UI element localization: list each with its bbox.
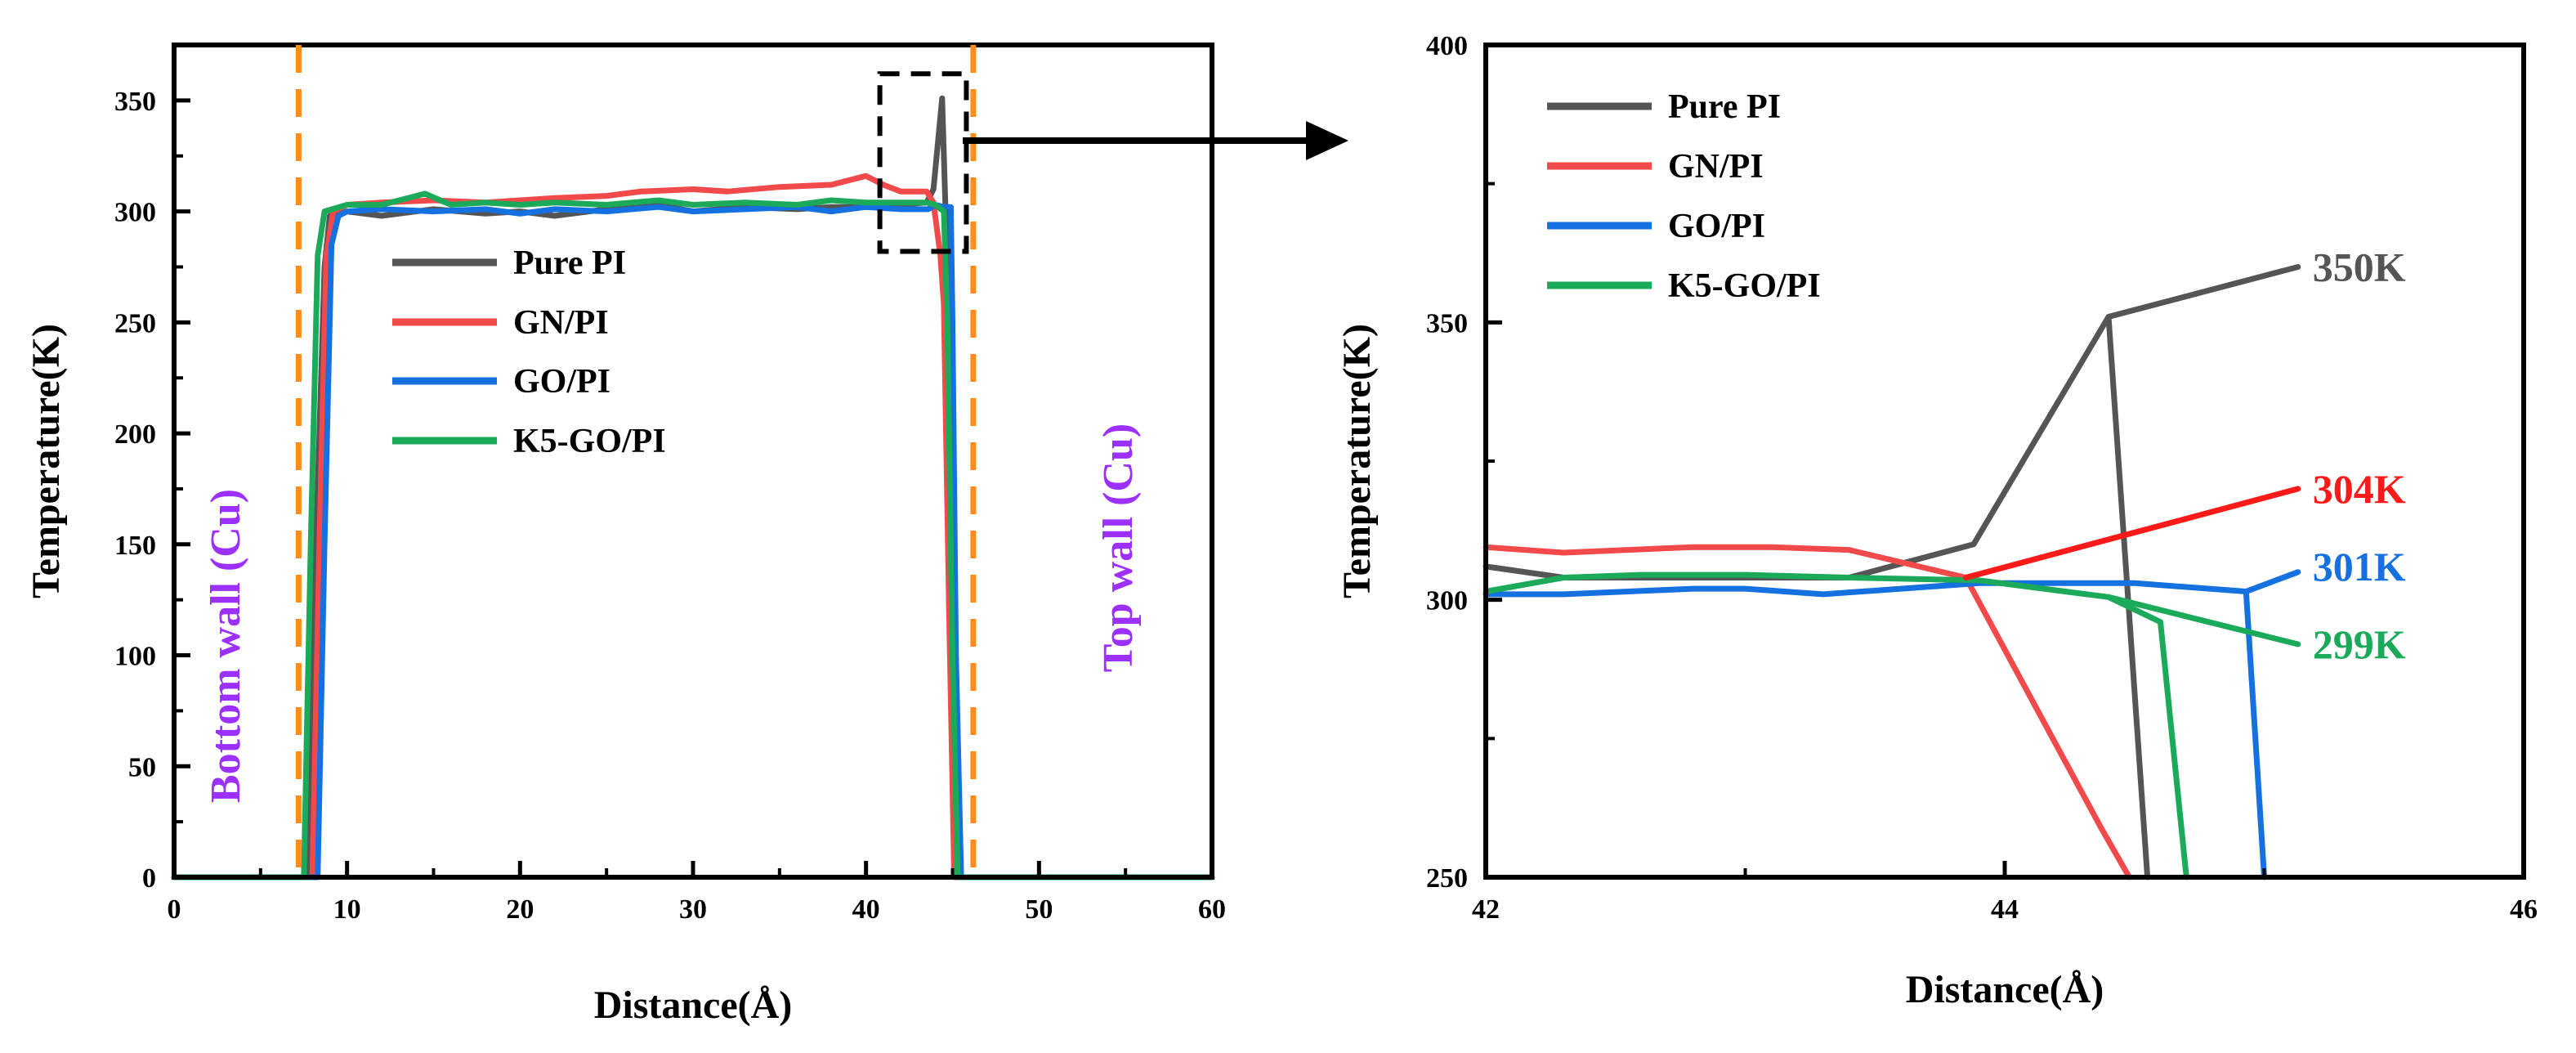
legend-label-gn-pi: GN/PI (513, 304, 609, 342)
left-y-tick-label: 250 (114, 308, 156, 338)
end-label-299k: 299K (2313, 621, 2406, 667)
left-plot-frame (172, 43, 1214, 880)
right-plot-frame (1483, 43, 2526, 880)
right-series-go-pi-trend (2243, 569, 2301, 594)
top-wall-label: Top wall (Cu) (1095, 423, 1142, 672)
right-series-go-pi (1483, 580, 2267, 880)
right-x-axis-title: Distance(Å) (1906, 968, 2104, 1011)
left-y-tick-label: 300 (114, 198, 156, 228)
left-legend: Pure PI GN/PI GO/PI K5-GO/PI (392, 244, 666, 460)
left-x-tick-label: 10 (333, 894, 361, 925)
right-x-tick-label: 42 (1472, 894, 1500, 925)
zoom-box (877, 71, 969, 254)
bottom-wall-label: Bottom wall (Cu) (203, 489, 249, 803)
left-y-tick-label: 100 (114, 642, 156, 672)
left-y-tick-label: 200 (114, 419, 156, 450)
left-ticks: 0 10 20 30 40 50 60 0 50 100 150 200 250 300 350 (114, 87, 1226, 925)
legend-label-go-pi: GO/PI (1668, 208, 1765, 245)
right-y-tick-label: 350 (1426, 308, 1468, 338)
legend-label-gn-pi: GN/PI (1668, 148, 1764, 186)
left-series-group (171, 95, 1215, 880)
left-y-axis-title: Temperature(K) (25, 324, 68, 598)
left-y-tick-label: 350 (114, 87, 156, 117)
legend-label-k5-go-pi: K5-GO/PI (513, 423, 666, 460)
zoom-arrow (963, 121, 1348, 160)
end-label-304k: 304K (2313, 466, 2406, 512)
right-legend: Pure PI GN/PI GO/PI K5-GO/PI (1547, 88, 1821, 305)
left-x-tick-label: 50 (1025, 894, 1053, 925)
left-y-tick-label: 0 (142, 863, 156, 894)
right-series-pure-pi-trend (2105, 264, 2301, 320)
right-x-tick-label: 46 (2510, 894, 2538, 925)
right-x-tick-label: 44 (1991, 894, 2019, 925)
wall-markers (295, 45, 977, 877)
right-series-k5-go-pi-trend (2105, 594, 2301, 647)
left-y-tick-label: 50 (128, 752, 156, 782)
legend-label-pure-pi: Pure PI (1668, 88, 1781, 126)
right-panel: 42 44 46 250 300 350 400 350K 304K 301K 299K Dist… (1335, 31, 2538, 1011)
left-series-k5-go-pi (171, 190, 1215, 880)
right-series-pure-pi (1483, 314, 2151, 880)
right-y-axis-title: Temperature(K) (1335, 324, 1379, 598)
left-y-tick-label: 150 (114, 531, 156, 561)
legend-label-go-pi: GO/PI (513, 363, 610, 401)
legend-label-pure-pi: Pure PI (513, 244, 626, 282)
left-x-tick-label: 60 (1198, 894, 1226, 925)
right-series-k5-go-pi (1483, 571, 2189, 880)
end-label-301k: 301K (2313, 544, 2406, 589)
right-series-group (1483, 264, 2301, 880)
left-x-tick-label: 30 (679, 894, 707, 925)
left-series-go-pi (171, 202, 1215, 880)
right-end-labels: 350K 304K 301K 299K (2313, 244, 2406, 666)
right-series-gn-pi-trend (1962, 486, 2301, 580)
right-ticks: 42 44 46 250 300 350 400 (1426, 31, 2538, 925)
left-x-tick-label: 20 (506, 894, 534, 925)
zoom-arrow-head (1306, 121, 1348, 160)
end-label-350k: 350K (2313, 244, 2406, 289)
left-x-axis-title: Distance(Å) (594, 984, 793, 1027)
legend-label-k5-go-pi: K5-GO/PI (1668, 267, 1821, 305)
right-series-gn-pi (1483, 544, 2132, 880)
left-panel: 0 10 20 30 40 50 60 0 50 100 150 200 250 300 350 Dista… (25, 43, 1226, 1027)
right-y-tick-label: 300 (1426, 586, 1468, 616)
right-y-tick-label: 250 (1426, 863, 1468, 894)
left-x-tick-label: 0 (168, 894, 181, 925)
right-y-tick-label: 400 (1426, 31, 1468, 61)
left-x-tick-label: 40 (852, 894, 880, 925)
